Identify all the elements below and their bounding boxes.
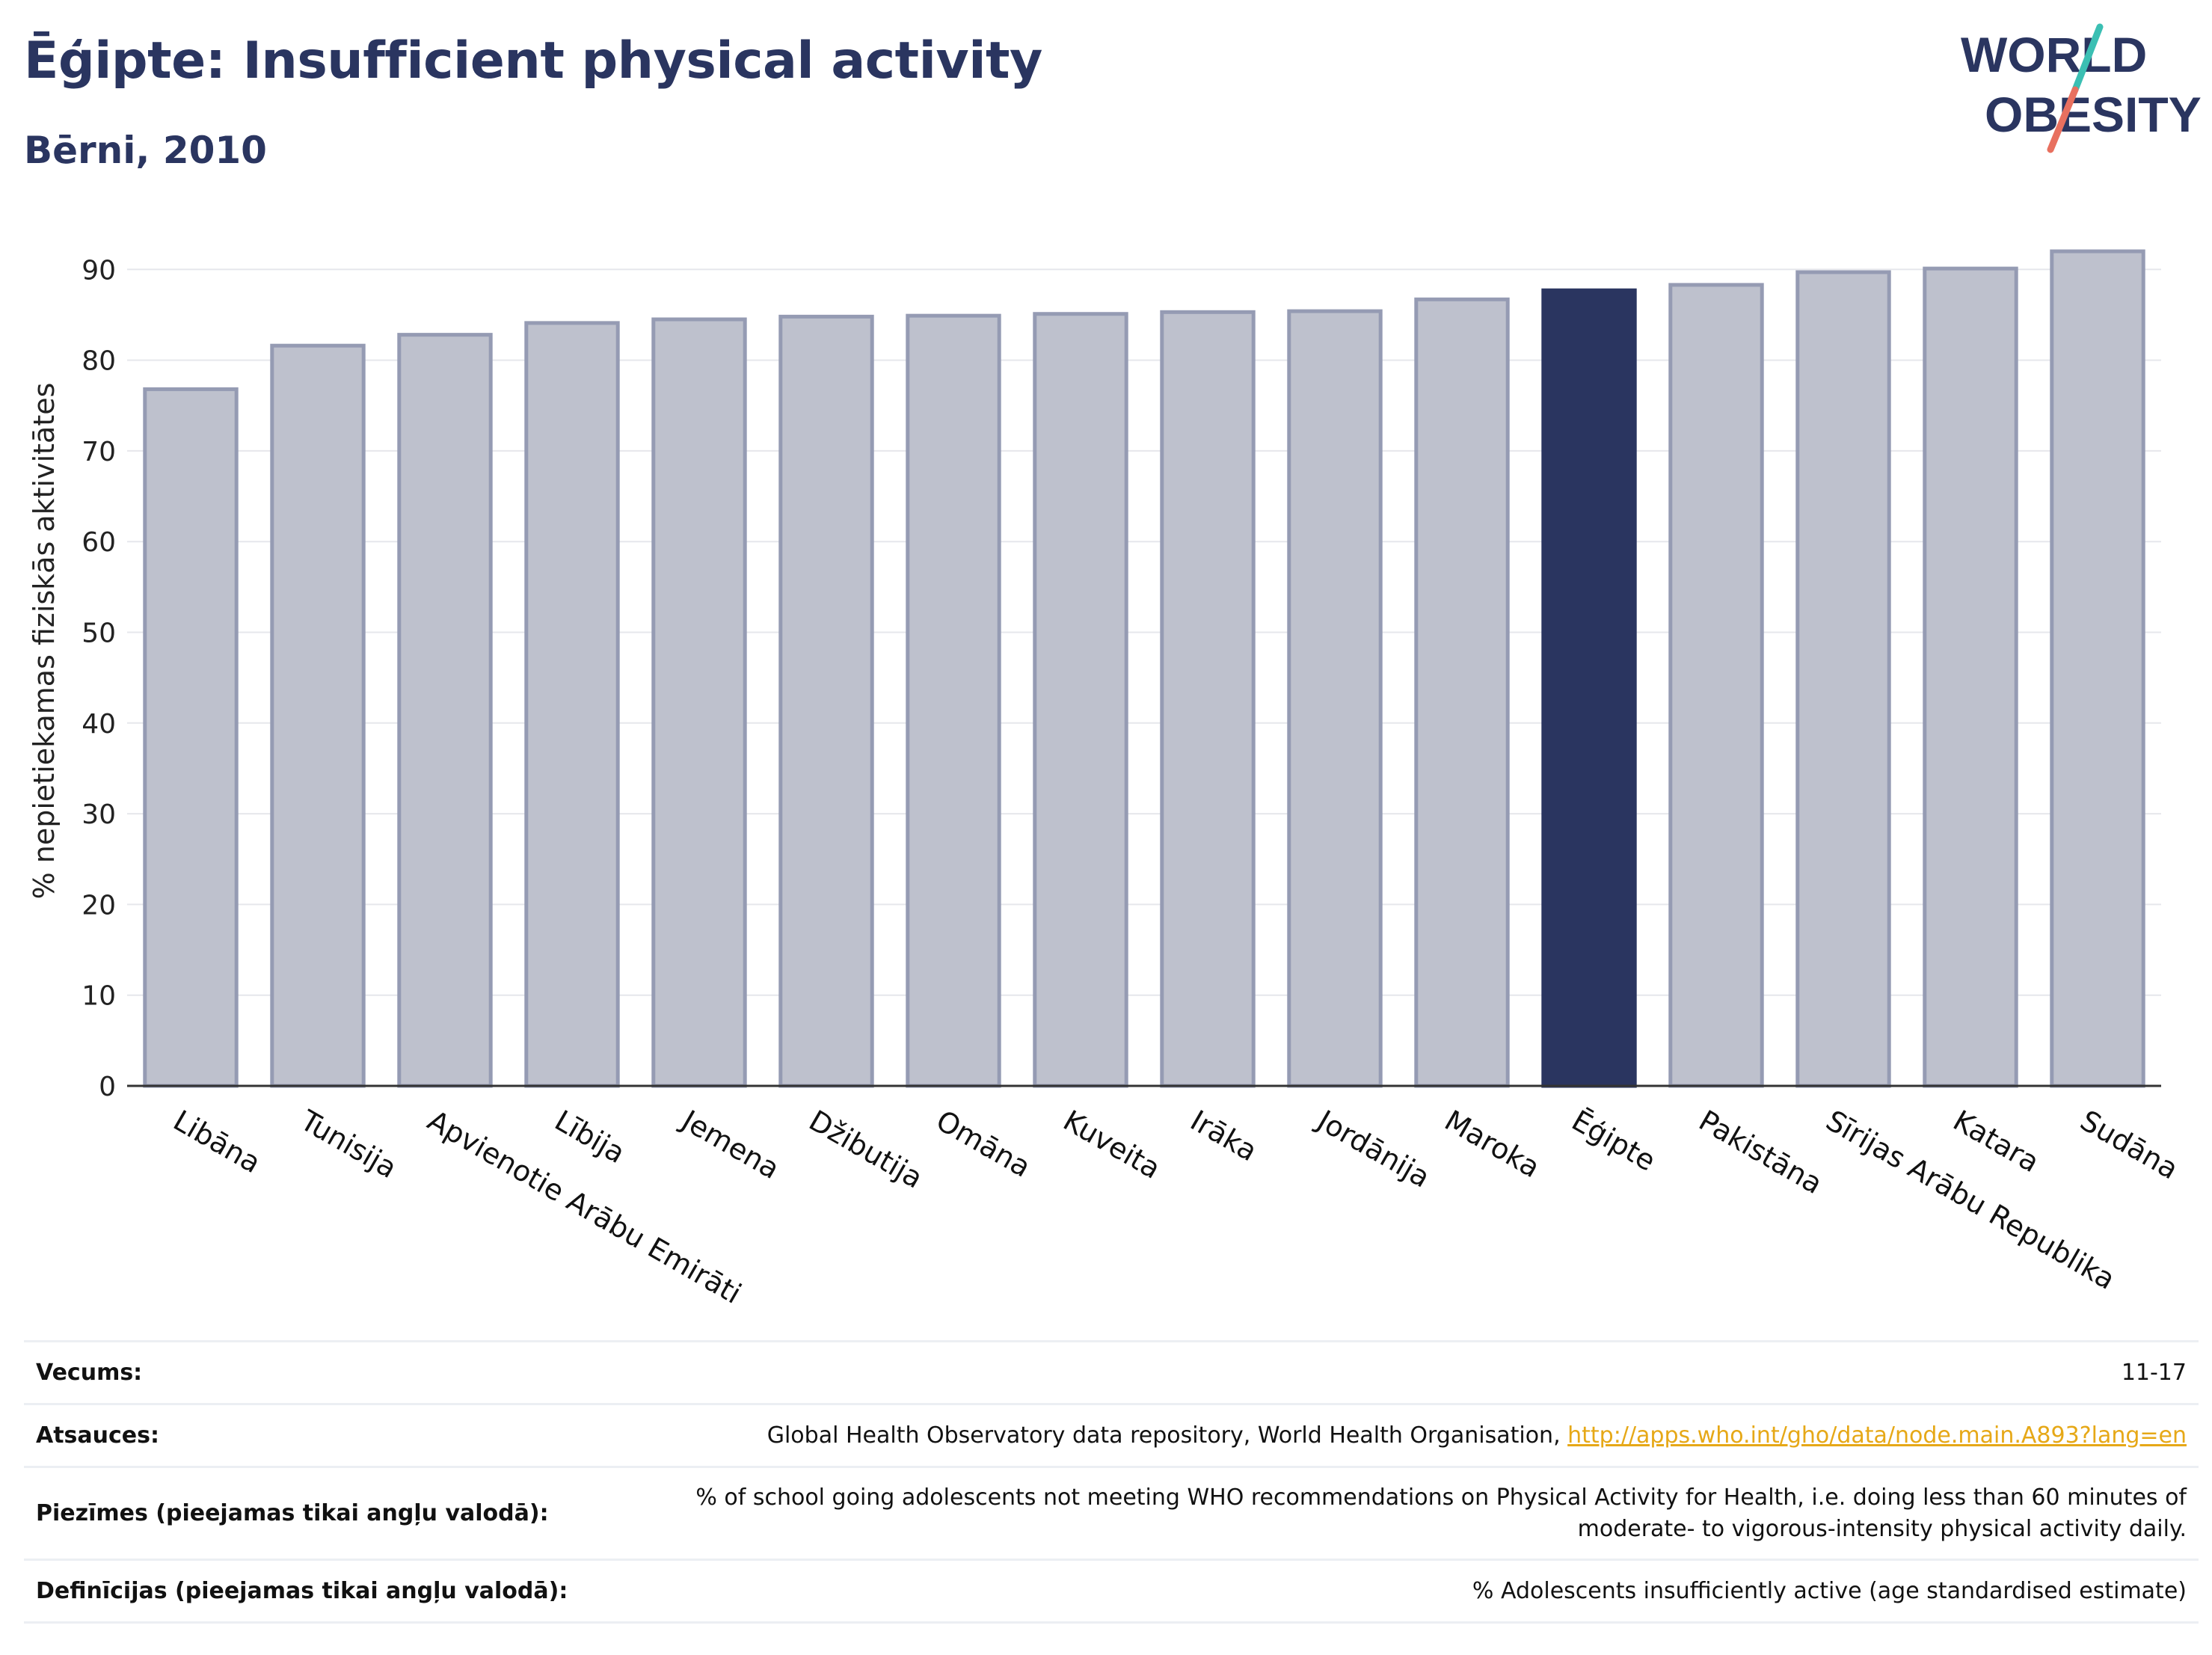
bar	[270, 343, 366, 1088]
bar	[143, 387, 239, 1088]
bar	[2050, 249, 2145, 1088]
x-tick-label: Maroka	[1440, 1104, 1546, 1184]
info-key: Definīcijas (pieejamas tikai angļu valod…	[24, 1559, 604, 1624]
info-value: 11-17	[604, 1340, 2199, 1404]
y-tick-label: 0	[99, 1072, 116, 1102]
logo-line2: OBESITY	[1985, 87, 2202, 142]
y-tick-label: 10	[82, 981, 116, 1012]
y-tick-label: 50	[82, 618, 116, 649]
bar	[1160, 310, 1256, 1088]
bar	[1668, 283, 1764, 1088]
x-tick-label: Libāna	[168, 1104, 267, 1179]
info-row-definitions: Definīcijas (pieejamas tikai angļu valod…	[24, 1559, 2199, 1624]
info-row-notes: Piezīmes (pieejamas tikai angļu valodā):…	[24, 1466, 2199, 1560]
chart-subtitle: Bērni, 2010	[24, 129, 267, 172]
x-tick-label: Omāna	[931, 1104, 1036, 1184]
y-tick-label: 20	[82, 890, 116, 921]
x-tick-label: Pakistāna	[1694, 1104, 1828, 1200]
bar	[1923, 266, 2018, 1088]
info-row-age: Vecums: 11-17	[24, 1340, 2199, 1404]
logo-slash-top	[2071, 23, 2104, 93]
info-key: Vecums:	[24, 1340, 604, 1404]
bar	[1287, 309, 1383, 1088]
x-tick-label: Džibutija	[804, 1104, 929, 1195]
info-value: Global Health Observatory data repositor…	[604, 1403, 2199, 1467]
info-value: % Adolescents insufficiently active (age…	[604, 1559, 2199, 1624]
bar	[651, 317, 747, 1088]
x-tick-label: Ēģipte	[1567, 1104, 1662, 1178]
bars	[143, 249, 2145, 1088]
bar	[1541, 288, 1637, 1088]
x-tick-label: Lībija	[550, 1104, 631, 1170]
info-key: Piezīmes (pieejamas tikai angļu valodā):	[24, 1466, 604, 1560]
x-tick-label: Jemena	[675, 1103, 785, 1185]
logo-slash-bottom	[2047, 86, 2079, 153]
x-tick-label: Kuveita	[1058, 1104, 1167, 1185]
bar	[906, 313, 1001, 1088]
bar	[1414, 297, 1510, 1088]
info-row-sources: Atsauces: Global Health Observatory data…	[24, 1403, 2199, 1467]
y-tick-label: 30	[82, 799, 116, 830]
y-tick-label: 40	[82, 709, 116, 740]
y-tick-label: 90	[82, 255, 116, 286]
logo-line1: WORLD	[1961, 27, 2147, 82]
y-tick-label: 70	[82, 437, 116, 467]
world-obesity-logo: WORLD OBESITY	[1961, 23, 2202, 153]
bar	[524, 321, 620, 1088]
info-value: % of school going adolescents not meetin…	[604, 1466, 2199, 1560]
source-link[interactable]: http://apps.who.int/gho/data/node.main.A…	[1567, 1422, 2187, 1449]
x-tick-label: Irāka	[1185, 1104, 1263, 1167]
info-table: Vecums: 11-17 Atsauces: Global Health Ob…	[24, 1340, 2199, 1624]
x-tick-label: Tunisija	[295, 1103, 402, 1185]
source-text: Global Health Observatory data repositor…	[766, 1422, 1568, 1449]
chart-title: Ēģipte: Insufficient physical activity	[24, 31, 1042, 90]
y-tick-label: 80	[82, 346, 116, 377]
bar	[397, 333, 493, 1088]
bar	[1795, 270, 1891, 1088]
x-tick-label: Jordānija	[1311, 1103, 1436, 1194]
x-tick-label: Katara	[1948, 1104, 2045, 1179]
y-axis-label: % nepietiekamas fiziskās aktivitātes	[28, 383, 61, 900]
bar	[1033, 312, 1128, 1088]
bar	[778, 314, 874, 1088]
y-tick-label: 60	[82, 527, 116, 558]
info-key: Atsauces:	[24, 1403, 604, 1467]
x-tick-label: Sudāna	[2075, 1104, 2184, 1186]
